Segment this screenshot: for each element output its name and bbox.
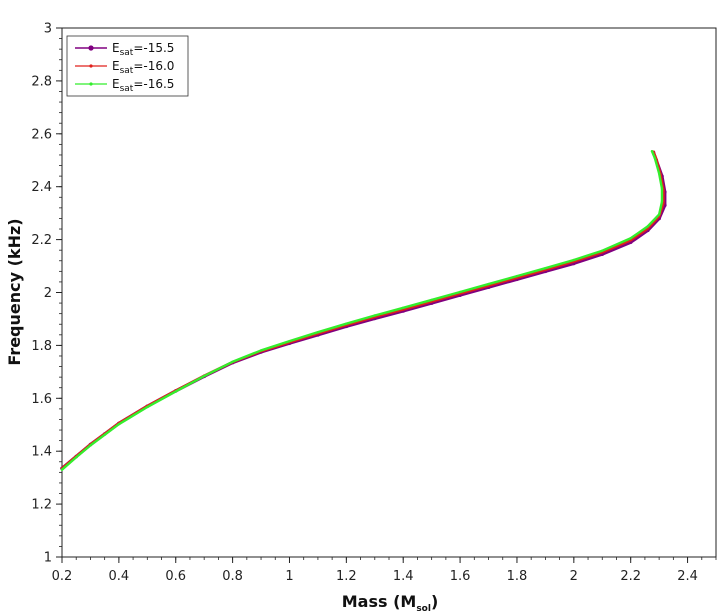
series-3-point <box>572 258 576 262</box>
y-axis-title: Frequency (kHz) <box>5 218 24 365</box>
series-line-3 <box>60 150 664 471</box>
series-layer <box>60 150 667 471</box>
x-tick-label: 2.4 <box>677 569 698 584</box>
series-3-point <box>487 282 490 286</box>
legend-label-3: Esat=-16.5 <box>112 77 174 94</box>
legend-label-1: Esat=-15.5 <box>112 41 174 58</box>
series-3-point <box>657 213 661 216</box>
series-3-point <box>653 156 657 160</box>
series-3-point <box>650 150 654 153</box>
series-3-point <box>544 266 547 270</box>
x-axis-title: Mass (Msol) <box>342 592 439 614</box>
x-tick-label: 0.6 <box>165 569 186 584</box>
series-3-point <box>202 374 206 378</box>
series-3-point <box>629 237 632 240</box>
y-tick-label: 2.4 <box>31 180 52 195</box>
legend-marker-1 <box>88 45 94 51</box>
y-tick-label: 3 <box>44 22 52 37</box>
y-tick-label: 2.8 <box>31 74 52 89</box>
y-tick-label: 2 <box>44 286 52 301</box>
series-3-point <box>660 200 664 203</box>
series-3-point <box>402 306 405 310</box>
series-3-point <box>373 314 376 317</box>
series-3-point <box>657 172 661 175</box>
series-3-point <box>103 433 106 436</box>
series-3-point <box>231 360 234 363</box>
series-3-point <box>60 468 64 471</box>
x-axis: 0.2 0.4 0.6 0.8 1 1.2 1.4 1.6 1.8 2 2.2 2.4 <box>52 557 717 584</box>
x-tick-label: 2.2 <box>620 569 641 584</box>
x-tick-label: 1.2 <box>336 569 357 584</box>
legend-marker-2 <box>89 64 93 68</box>
series-3-point <box>601 249 604 252</box>
x-tick-label: 0.4 <box>109 569 130 584</box>
series-3-point <box>75 456 78 459</box>
series-3-point <box>458 290 462 294</box>
x-tick-label: 1.6 <box>450 569 471 584</box>
series-3-point <box>646 225 649 228</box>
x-tick-label: 0.2 <box>52 569 73 584</box>
series-3-point <box>117 423 121 426</box>
series-3-point <box>288 339 291 343</box>
y-axis: 1 1.2 1.4 1.6 1.8 2 2.2 2.4 2.6 2.8 3 <box>31 22 62 566</box>
y-tick-label: 1.8 <box>31 339 52 354</box>
x-tick-label: 2 <box>570 569 578 584</box>
series-3-point <box>430 298 433 302</box>
series-3-point <box>345 322 348 325</box>
series-3-point <box>174 390 177 393</box>
y-tick-label: 1.6 <box>31 392 52 407</box>
legend-label-2: Esat=-16.0 <box>112 59 174 76</box>
series-3-point <box>146 405 149 409</box>
legend-marker-3 <box>89 82 93 86</box>
y-tick-label: 2.6 <box>31 127 52 142</box>
y-tick-label: 2.2 <box>31 233 52 248</box>
y-tick-label: 1.2 <box>31 498 52 513</box>
y-tick-label: 1.4 <box>31 445 52 460</box>
series-3-point <box>259 349 263 352</box>
legend: Esat=-15.5 Esat=-16.0 Esat=-16.5 <box>66 35 189 97</box>
x-tick-label: 1 <box>285 569 293 584</box>
x-tick-label: 1.8 <box>507 569 528 584</box>
series-3-point <box>660 187 664 190</box>
x-tick-label: 1.4 <box>393 569 414 584</box>
series-3-point <box>316 330 320 334</box>
plot-frame <box>61 27 717 558</box>
series-3-point <box>89 444 92 447</box>
y-tick-label: 1 <box>44 551 52 566</box>
x-tick-label: 0.8 <box>222 569 243 584</box>
series-3-point <box>515 274 519 278</box>
